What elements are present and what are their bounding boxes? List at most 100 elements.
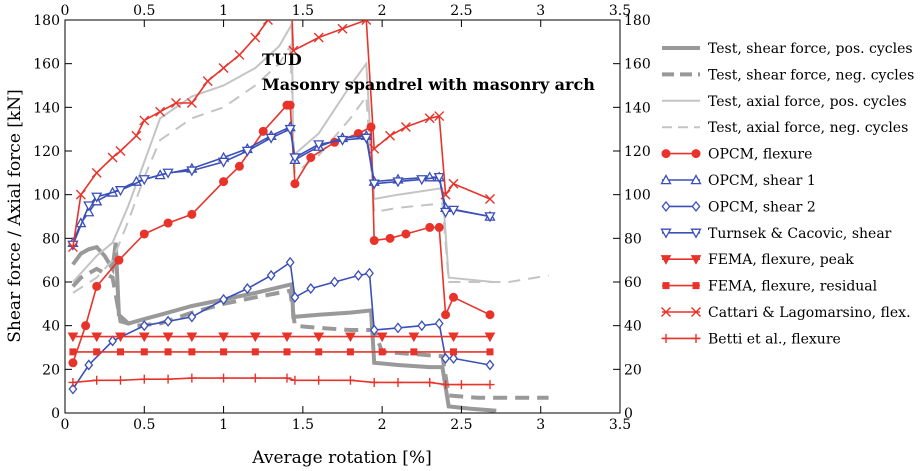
- y-right-tick-label: 120: [624, 144, 651, 160]
- data-point: [138, 175, 150, 186]
- x-tick-label: 3: [536, 417, 545, 433]
- data-point: [346, 348, 354, 356]
- legend-label: OPCM, shear 2: [708, 199, 816, 215]
- data-point: [336, 135, 349, 146]
- data-point: [234, 161, 244, 171]
- data-point: [219, 293, 229, 306]
- data-point: [282, 373, 292, 383]
- data-point: [425, 377, 435, 387]
- series-3: [72, 20, 494, 283]
- data-point: [486, 348, 494, 356]
- legend-item: Cattari & Lagomarsino, flex.: [661, 305, 911, 321]
- x-axis-title: Average rotation [%]: [251, 448, 431, 468]
- data-point: [315, 348, 323, 356]
- data-point: [69, 348, 77, 356]
- legend-label: OPCM, shear 1: [708, 173, 816, 189]
- data-point: [417, 320, 427, 332]
- x-tick-label: 3.5: [609, 417, 631, 433]
- annotation-line-1: TUD: [262, 50, 302, 69]
- data-point: [114, 255, 124, 265]
- data-point: [187, 373, 197, 383]
- data-point: [93, 348, 101, 356]
- y-right-tick-label: 180: [624, 13, 651, 29]
- data-point: [241, 146, 253, 157]
- data-point: [242, 283, 252, 295]
- x-top-tick-label: 3.5: [609, 3, 631, 19]
- x-top-tick-label: 3: [536, 3, 545, 19]
- data-point: [369, 324, 379, 336]
- series-7: [68, 256, 495, 395]
- data-point: [360, 133, 372, 144]
- legend-label: Betti et al., flexure: [708, 331, 841, 347]
- data-point: [250, 32, 261, 43]
- data-point: [250, 373, 260, 383]
- data-point: [131, 130, 142, 141]
- data-point: [186, 166, 198, 177]
- series-10: [69, 348, 494, 356]
- data-point: [337, 23, 348, 34]
- x-top-tick-label: 0: [61, 3, 70, 19]
- data-point: [306, 153, 316, 163]
- series-line: [72, 261, 491, 390]
- data-point: [313, 32, 324, 43]
- data-point: [401, 229, 411, 239]
- series-8: [67, 124, 496, 251]
- legend-item: Test, axial force, neg. cycles: [662, 120, 908, 136]
- data-point: [83, 201, 95, 212]
- data-point: [369, 377, 379, 387]
- data-point: [369, 143, 380, 154]
- legend-item: OPCM, shear 2: [661, 199, 816, 215]
- data-point: [441, 352, 451, 364]
- data-point: [448, 178, 459, 189]
- series-line: [72, 20, 494, 283]
- data-point: [484, 332, 496, 343]
- data-point: [115, 332, 126, 343]
- data-point: [117, 348, 124, 356]
- data-point: [163, 374, 173, 384]
- data-point: [366, 122, 376, 132]
- data-point: [410, 348, 418, 356]
- data-point: [439, 207, 452, 218]
- legend-item: FEMA, flexure, residual: [662, 279, 878, 295]
- series-line: [72, 20, 491, 248]
- legend-marker: [662, 282, 670, 290]
- data-point: [188, 348, 196, 356]
- data-point: [485, 359, 495, 371]
- legend-item: Turnsek & Cacovic, shear: [660, 226, 892, 242]
- series-line: [72, 42, 549, 294]
- x-tick-label: 0: [61, 417, 70, 433]
- data-point: [392, 177, 404, 188]
- legend-label: Test, shear force, neg. cycles: [708, 67, 914, 83]
- legend-marker: [691, 333, 701, 343]
- y-right-tick-label: 40: [624, 319, 642, 335]
- data-point: [345, 375, 355, 385]
- data-point: [485, 380, 495, 390]
- data-point: [187, 311, 197, 323]
- data-point: [163, 315, 173, 327]
- data-point: [249, 332, 261, 343]
- data-point: [441, 310, 451, 320]
- data-point: [262, 20, 273, 25]
- legend-marker: [690, 174, 702, 185]
- y-tick-label: 140: [33, 100, 60, 116]
- data-point: [449, 352, 458, 364]
- series-4: [72, 42, 549, 294]
- legend-marker: [661, 333, 671, 343]
- data-point: [162, 332, 174, 343]
- legend-marker: [690, 228, 702, 239]
- series-layer: [67, 20, 549, 413]
- data-point: [91, 332, 103, 343]
- data-point: [408, 332, 420, 343]
- data-point: [92, 375, 102, 385]
- legend-marker: [691, 307, 701, 317]
- y-tick-label: 60: [42, 275, 60, 291]
- data-point: [234, 49, 245, 60]
- y-right-tick-label: 160: [624, 57, 651, 73]
- data-point: [68, 377, 78, 387]
- data-point: [67, 332, 79, 343]
- legend-marker: [692, 282, 700, 290]
- data-point: [434, 111, 445, 122]
- data-point: [449, 292, 458, 302]
- data-point: [393, 322, 403, 334]
- data-point: [139, 229, 149, 239]
